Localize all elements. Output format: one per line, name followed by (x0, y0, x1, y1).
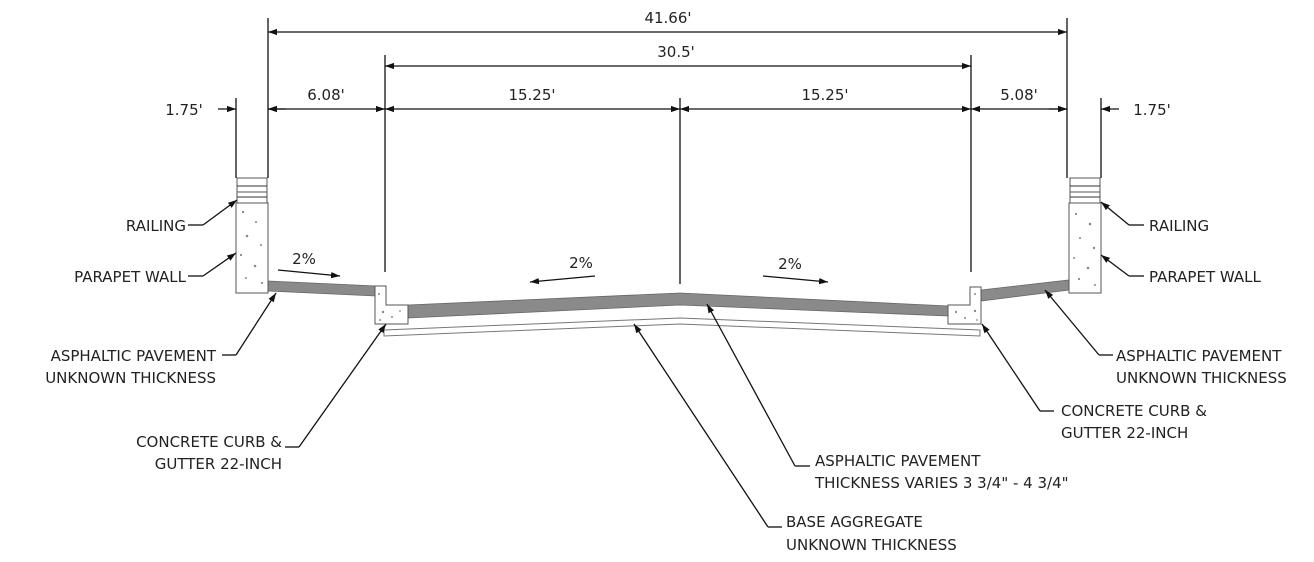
callout-asphalt-center: ASPHALTIC PAVEMENT THICKNESS VARIES 3 3/… (706, 303, 1069, 492)
callout-railing-left: RAILING (126, 199, 238, 235)
base-aggregate (383, 317, 981, 337)
base-aggregate-label-1: BASE AGGREGATE (786, 513, 923, 531)
callout-curb-left: CONCRETE CURB & GUTTER 22-INCH (136, 323, 387, 473)
dimension-overall: 41.66' (268, 9, 1067, 36)
dim-left-wall-label: 1.75' (165, 101, 203, 119)
dim-left-lane-label: 15.25' (508, 86, 555, 104)
callout-base-aggregate: BASE AGGREGATE UNKNOWN THICKNESS (633, 323, 957, 554)
slope-right-lane-label: 2% (778, 255, 802, 273)
callout-asphalt-right: ASPHALTIC PAVEMENT UNKNOWN THICKNESS (1044, 289, 1287, 387)
dim-right-lane-label: 15.25' (801, 86, 848, 104)
base-aggregate-label-2: UNKNOWN THICKNESS (786, 536, 957, 554)
dimension-walls: 1.75' 1.75' (165, 101, 1171, 119)
curb-right-label-1: CONCRETE CURB & (1061, 402, 1207, 420)
dimension-segments: 6.08' 15.25' 15.25' 5.08' (268, 86, 1067, 113)
railing-left (236, 177, 268, 204)
curb-right-label-2: GUTTER 22-INCH (1061, 424, 1188, 442)
parapet-right (1068, 202, 1102, 294)
dimension-curb-to-curb: 30.5' (385, 43, 971, 70)
dim-curb-to-curb-label: 30.5' (657, 43, 695, 61)
curb-left-label-2: GUTTER 22-INCH (155, 455, 282, 473)
curb-left (374, 285, 409, 325)
parapet-right-label: PARAPET WALL (1149, 268, 1262, 286)
callout-parapet-right: PARAPET WALL (1100, 254, 1262, 286)
dim-left-shoulder-label: 6.08' (307, 86, 345, 104)
asphalt-right-label-2: UNKNOWN THICKNESS (1116, 369, 1287, 387)
slope-left-lane: 2% (529, 254, 596, 285)
dim-right-wall-label: 1.75' (1133, 101, 1171, 119)
slope-left-lane-label: 2% (569, 254, 593, 272)
asphalt-center-label-1: ASPHALTIC PAVEMENT (815, 452, 981, 470)
parapet-left-label: PARAPET WALL (74, 268, 187, 286)
asphalt-left-label-1: ASPHALTIC PAVEMENT (51, 347, 217, 365)
curb-left-label-1: CONCRETE CURB & (136, 433, 282, 451)
parapet-left (235, 202, 269, 294)
curb-right (947, 286, 982, 325)
dim-overall-label: 41.66' (644, 9, 691, 27)
asphalt-center-label-2: THICKNESS VARIES 3 3/4" - 4 3/4" (814, 474, 1069, 492)
dim-right-shoulder-label: 5.08' (1000, 86, 1038, 104)
railing-left-label: RAILING (126, 217, 186, 235)
callout-asphalt-left: ASPHALTIC PAVEMENT UNKNOWN THICKNESS (45, 292, 277, 387)
callout-railing-right: RAILING (1100, 201, 1209, 235)
callout-parapet-left: PARAPET WALL (74, 252, 237, 286)
railing-right (1069, 177, 1101, 204)
extension-lines (235, 18, 1102, 284)
slope-right-lane: 2% (762, 255, 829, 285)
slope-left-shoulder: 2% (277, 250, 341, 279)
slope-left-shoulder-label: 2% (292, 250, 316, 268)
railing-right-label: RAILING (1149, 217, 1209, 235)
asphalt-right-label-1: ASPHALTIC PAVEMENT (1116, 347, 1282, 365)
callout-curb-right: CONCRETE CURB & GUTTER 22-INCH (981, 323, 1207, 442)
asphalt-left-label-2: UNKNOWN THICKNESS (45, 369, 216, 387)
